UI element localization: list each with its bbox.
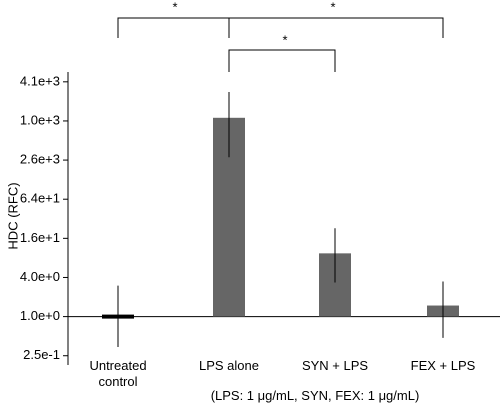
bracket bbox=[228, 49, 336, 72]
x-tick-label: SYN + LPS bbox=[301, 358, 369, 373]
y-tick-label: 2.5e-1 bbox=[23, 347, 60, 362]
y-axis-label: HDC (RFC) bbox=[5, 182, 20, 249]
x-axis-note: (LPS: 1 μg/mL, SYN, FEX: 1 μg/mL) bbox=[210, 388, 420, 403]
x-tick-label: Untreated control bbox=[89, 358, 147, 389]
annotation: * bbox=[282, 32, 287, 47]
x-tick-label: FEX + LPS bbox=[410, 358, 476, 373]
y-tick-label: 6.4e+1 bbox=[20, 191, 60, 206]
y-tick-label: 4.1e+3 bbox=[20, 73, 60, 88]
y-tick-label: 1.6e+1 bbox=[20, 230, 60, 245]
y-tick-label: 4.0e+0 bbox=[20, 269, 60, 284]
y-tick-label: 1.0e+0 bbox=[20, 308, 60, 323]
y-tick-label: 2.6e+3 bbox=[20, 152, 60, 167]
annotation: * bbox=[172, 0, 177, 14]
bracket bbox=[117, 17, 230, 38]
annotation: * bbox=[330, 0, 335, 14]
bracket bbox=[228, 17, 444, 38]
x-tick-label: LPS alone bbox=[199, 358, 259, 373]
significance-brackets bbox=[117, 17, 444, 72]
y-tick-label: 1.0e+3 bbox=[20, 112, 60, 127]
